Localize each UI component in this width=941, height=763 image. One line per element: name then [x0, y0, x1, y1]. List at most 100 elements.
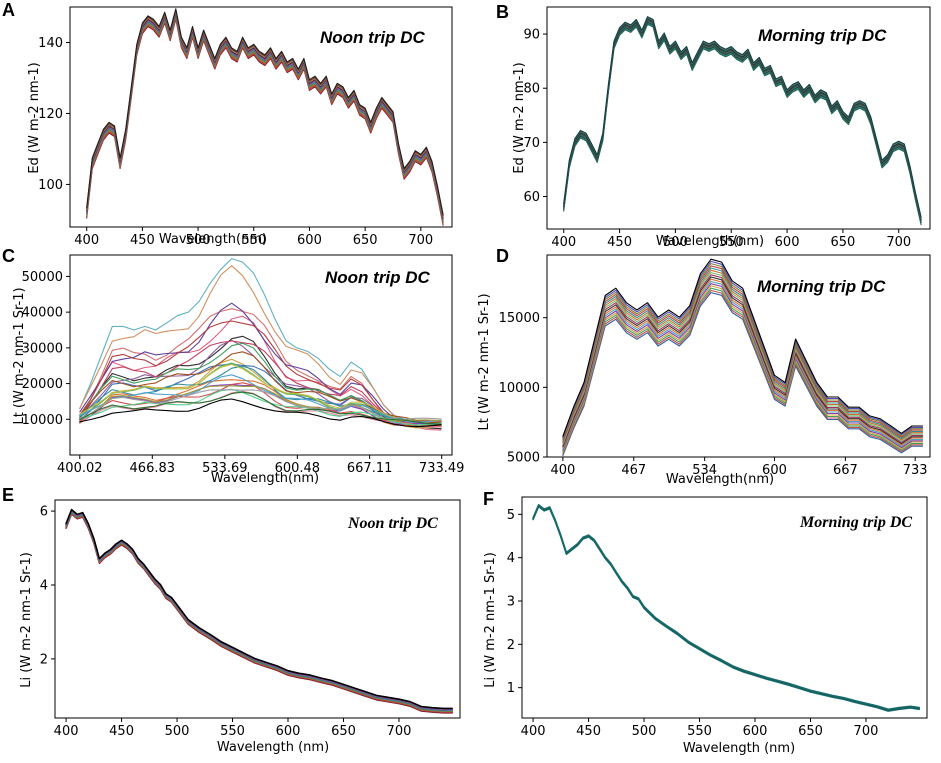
series-line-a-6	[86, 12, 444, 220]
series-line-d-10	[562, 272, 924, 445]
series-line-c-19	[79, 382, 442, 428]
series-line-a-2	[86, 17, 444, 225]
series-line-b-1	[563, 23, 922, 226]
series-line-d-4	[562, 285, 924, 453]
ytick-label-c-1: 20000	[22, 377, 63, 392]
ytick-label-c-0: 10000	[22, 413, 63, 428]
series-line-a-10	[86, 8, 444, 216]
ylabel-c: Lt (W m-2 nm-1 Sr-1)	[12, 287, 27, 424]
plot-c: 400.02 466.83 533.69 600.48 667.11 733.49 1000…	[22, 254, 465, 476]
series-line-d-15	[562, 260, 924, 439]
xlabel-d: Wavelength(nm)	[666, 472, 774, 487]
xtick-label-e-6: 700	[387, 724, 412, 739]
series-group-c	[79, 258, 442, 431]
xtick-label-a-3: 550	[241, 233, 266, 248]
ytick-label-b-1: 70	[523, 136, 540, 151]
series-line-e-6	[65, 508, 453, 710]
series-line-d-9	[562, 274, 924, 446]
xtick-label-a-5: 650	[353, 233, 378, 248]
xtick-label-f-0: 400	[521, 724, 546, 739]
ytick-label-a-1: 120	[38, 107, 63, 122]
xtick-label-e-1: 450	[109, 724, 134, 739]
series-line-d-14	[562, 263, 924, 440]
ytick-label-b-0: 60	[523, 190, 540, 205]
plot-frame-b	[546, 6, 931, 230]
series-line-f-3	[532, 504, 920, 711]
ylabel-e: Li (W m-2 nm-1 Sr-1)	[19, 552, 34, 688]
xtick-label-c-0: 400.02	[57, 461, 103, 476]
title-c: Noon trip DC	[325, 268, 431, 287]
xtick-label-c-2: 533.69	[202, 461, 248, 476]
panel-letter-c: C	[2, 246, 15, 266]
series-line-d-11	[562, 269, 924, 444]
xtick-label-d-3: 600	[762, 463, 787, 478]
series-line-c-5	[79, 302, 442, 427]
xtick-label-f-3: 550	[687, 724, 712, 739]
xtick-label-c-5: 733.49	[419, 461, 465, 476]
xtick-label-e-3: 550	[220, 724, 245, 739]
series-line-d-2	[562, 289, 924, 455]
xtick-label-a-1: 450	[130, 233, 155, 248]
ytick-label-b-2: 80	[523, 82, 540, 97]
xtick-label-c-4: 667.11	[347, 461, 393, 476]
series-line-d-1	[562, 292, 924, 457]
title-d: Morning trip DC	[757, 277, 886, 296]
series-line-c-12	[79, 363, 442, 425]
plot-e: 400 450 500 550 600 650 700 2 4 6	[40, 499, 461, 739]
series-group-a	[86, 8, 444, 226]
ytick-label-c-3: 40000	[22, 306, 63, 321]
xtick-label-e-0: 400	[54, 724, 79, 739]
xlabel-b: Wavelength(nm)	[656, 234, 764, 249]
ytick-label-c-4: 50000	[22, 270, 63, 285]
xtick-label-b-4: 600	[775, 235, 800, 250]
series-line-a-3	[86, 16, 444, 224]
plot-b: 400 450 500 550 600 650 700 60 70 80 90	[523, 6, 931, 250]
series-line-c-10	[79, 342, 442, 426]
plot-frame-d	[546, 254, 931, 458]
ytick-label-d-0: 5000	[507, 451, 540, 466]
series-line-a-7	[86, 11, 444, 219]
panel-letter-d: D	[496, 246, 509, 266]
ytick-label-f-2: 3	[507, 595, 515, 610]
panel-d: D Wavelength(nm) Lt (W m-2 nm-1 Sr-1) Mo…	[477, 246, 886, 487]
xtick-label-f-5: 650	[798, 724, 823, 739]
series-line-d-13	[562, 265, 924, 441]
series-line-a-1	[86, 18, 444, 226]
series-line-c-17	[79, 363, 442, 423]
ytick-label-a-2: 140	[38, 36, 63, 51]
xtick-label-e-4: 600	[276, 724, 301, 739]
series-line-c-24	[79, 389, 442, 421]
series-line-d-5	[562, 283, 924, 451]
ytick-label-f-0: 1	[507, 681, 515, 696]
panel-letter-e: E	[2, 485, 14, 505]
series-line-c-4	[79, 315, 442, 431]
xtick-label-c-1: 466.83	[130, 461, 176, 476]
xtick-label-b-5: 650	[830, 235, 855, 250]
xtick-label-b-0: 400	[551, 235, 576, 250]
title-f: Morning trip DC	[799, 514, 912, 531]
ytick-label-f-3: 4	[507, 551, 515, 566]
series-line-b-6	[563, 18, 922, 220]
plot-d: 400 467 534 600 667 733 5000 10000 15000	[499, 254, 931, 478]
ylabel-d: Lt (W m-2 nm-1 Sr-1)	[477, 293, 492, 430]
ylabel-a: Ed (W m-2 nm-1)	[27, 62, 42, 173]
xtick-label-f-2: 500	[632, 724, 657, 739]
xlabel-c: Wavelength(nm)	[211, 471, 319, 486]
ylabel-f: Li (W m-2 nm-1 Sr-1)	[483, 552, 498, 688]
xlabel-a: Wavelength(nm)	[159, 232, 267, 247]
xtick-label-f-4: 600	[743, 724, 768, 739]
xtick-label-d-5: 733	[903, 463, 928, 478]
series-line-c-9	[79, 340, 442, 423]
ytick-label-f-4: 5	[507, 508, 515, 523]
series-group-f	[532, 504, 920, 712]
series-line-a-8	[86, 10, 444, 218]
series-line-d-8	[562, 276, 924, 448]
plot-frame-a	[69, 6, 453, 228]
ytick-label-e-1: 4	[40, 578, 48, 593]
ytick-label-d-2: 15000	[499, 311, 540, 326]
panel-f: F Wavelength (nm) Li (W m-2 nm-1 Sr-1) M…	[483, 489, 912, 756]
xtick-label-b-1: 450	[607, 235, 632, 250]
xtick-label-b-3: 550	[719, 235, 744, 250]
series-group-e	[65, 508, 453, 714]
